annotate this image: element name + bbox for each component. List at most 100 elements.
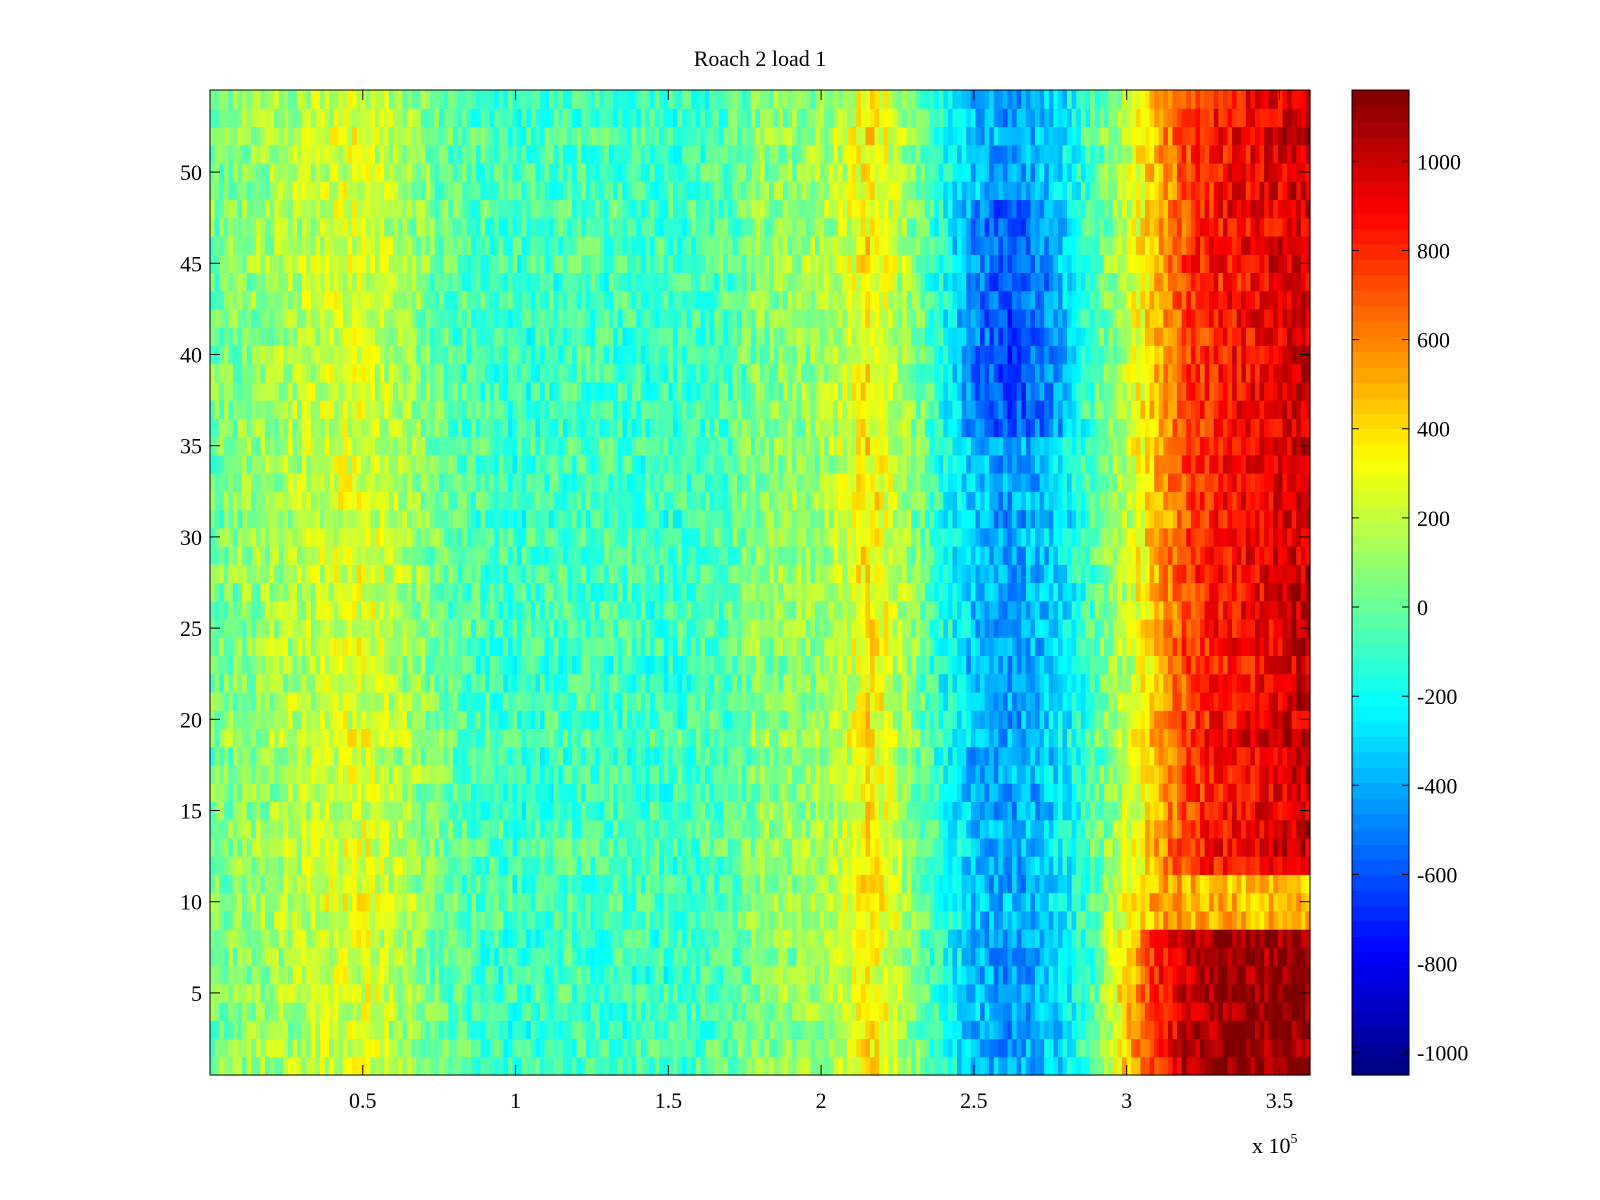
heatmap-cell xyxy=(1241,837,1247,857)
heatmap-cell xyxy=(1154,710,1160,730)
heatmap-cell xyxy=(1021,1002,1027,1021)
heatmap-cell xyxy=(617,892,624,912)
heatmap-cell xyxy=(604,691,610,711)
heatmap-cell xyxy=(342,856,349,875)
heatmap-cell xyxy=(1007,710,1013,730)
heatmap-cell xyxy=(246,983,252,1003)
heatmap-cell xyxy=(998,1020,1004,1040)
heatmap-cell xyxy=(1030,1038,1036,1058)
heatmap-cell xyxy=(485,691,491,711)
heatmap-cell xyxy=(1039,783,1045,802)
heatmap-cell xyxy=(856,965,862,985)
heatmap-cell xyxy=(324,910,330,930)
heatmap-cell xyxy=(407,983,413,1003)
heatmap-cell xyxy=(1048,710,1054,730)
heatmap-cell xyxy=(301,783,307,802)
heatmap-cell xyxy=(324,983,330,1003)
heatmap-cell xyxy=(1213,983,1219,1003)
heatmap-cell xyxy=(306,783,312,802)
heatmap-cell xyxy=(1122,874,1128,894)
heatmap-cell xyxy=(452,983,459,1003)
heatmap-cell xyxy=(540,1002,546,1021)
heatmap-cell xyxy=(943,983,949,1003)
heatmap-cell xyxy=(416,965,422,985)
heatmap-cell xyxy=(915,947,922,967)
heatmap-cell xyxy=(856,983,862,1003)
heatmap-cell xyxy=(260,691,266,711)
heatmap-cell xyxy=(640,710,647,730)
heatmap-cell xyxy=(627,1038,633,1058)
heatmap-cell xyxy=(906,874,912,894)
heatmap-cell xyxy=(278,856,284,875)
heatmap-cell xyxy=(595,929,601,948)
heatmap-cell xyxy=(1002,1020,1009,1040)
heatmap-cell xyxy=(815,819,821,839)
heatmap-cell xyxy=(920,728,926,748)
heatmap-cell xyxy=(915,892,922,912)
heatmap-cell xyxy=(842,764,848,784)
heatmap-cell xyxy=(228,856,234,875)
heatmap-cell xyxy=(1021,1038,1027,1058)
heatmap-cell xyxy=(599,801,605,821)
heatmap-cell xyxy=(947,965,954,985)
heatmap-cell xyxy=(521,837,527,857)
heatmap-cell xyxy=(214,1056,220,1076)
heatmap-cell xyxy=(1012,801,1018,821)
heatmap-cell xyxy=(801,1038,807,1058)
heatmap-cell xyxy=(810,764,816,784)
heatmap-cell xyxy=(1200,837,1206,857)
heatmap-cell xyxy=(315,910,321,930)
heatmap-cell xyxy=(608,947,614,967)
heatmap-cell xyxy=(599,910,605,930)
heatmap-cell xyxy=(998,910,1004,930)
heatmap-cell xyxy=(659,746,665,766)
heatmap-cell xyxy=(590,801,596,821)
heatmap-cell xyxy=(769,764,775,784)
heatmap-cell xyxy=(1090,947,1096,967)
heatmap-cell xyxy=(1057,764,1064,784)
heatmap-cell xyxy=(448,983,454,1003)
heatmap-cell xyxy=(315,801,321,821)
heatmap-cell xyxy=(1035,1038,1041,1058)
heatmap-cell xyxy=(530,874,537,894)
heatmap-cell xyxy=(947,929,954,948)
heatmap-cell xyxy=(521,764,527,784)
heatmap-cell xyxy=(1126,874,1132,894)
heatmap-cell xyxy=(1154,728,1160,748)
heatmap-cell xyxy=(892,691,899,711)
heatmap-cell xyxy=(769,856,775,875)
heatmap-cell xyxy=(379,856,385,875)
heatmap-cell xyxy=(654,929,660,948)
heatmap-cell xyxy=(572,856,578,875)
heatmap-cell xyxy=(503,1056,509,1076)
heatmap-cell xyxy=(1305,764,1311,784)
heatmap-cell xyxy=(879,801,885,821)
heatmap-cell xyxy=(1245,764,1252,784)
heatmap-cell xyxy=(1080,728,1087,748)
heatmap-cell xyxy=(608,728,614,748)
heatmap-cell xyxy=(361,837,367,857)
heatmap-cell xyxy=(925,965,931,985)
heatmap-cell xyxy=(1296,1038,1302,1058)
heatmap-cell xyxy=(636,983,642,1003)
heatmap-cell xyxy=(1099,910,1105,930)
heatmap-cell xyxy=(324,874,330,894)
heatmap-cell xyxy=(672,892,679,912)
heatmap-cell xyxy=(700,892,706,912)
heatmap-cell xyxy=(810,874,816,894)
heatmap-cell xyxy=(874,1038,880,1058)
heatmap-cell xyxy=(847,691,853,711)
heatmap-cell xyxy=(425,983,431,1003)
heatmap-cell xyxy=(764,746,770,766)
heatmap-cell xyxy=(659,728,665,748)
heatmap-cell xyxy=(874,691,880,711)
heatmap-cell xyxy=(1112,746,1119,766)
heatmap-cell xyxy=(970,892,977,912)
heatmap-cell xyxy=(856,746,862,766)
heatmap-cell xyxy=(819,819,825,839)
heatmap-cell xyxy=(879,1056,885,1076)
heatmap-cell xyxy=(411,837,417,857)
heatmap-cell xyxy=(397,910,404,930)
heatmap-cell xyxy=(1044,929,1050,948)
heatmap-cell xyxy=(1071,910,1077,930)
